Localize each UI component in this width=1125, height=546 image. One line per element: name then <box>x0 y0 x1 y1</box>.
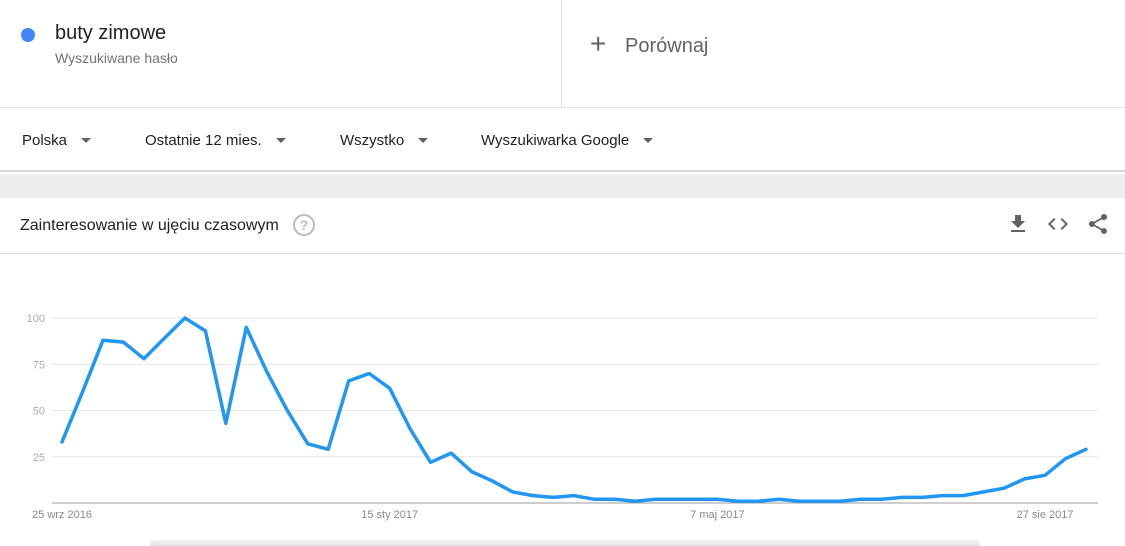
series-line-buty-zimowe <box>60 316 1088 503</box>
data-point <box>941 494 945 498</box>
filter-category[interactable]: Wszystko <box>340 132 429 149</box>
data-point <box>162 336 166 340</box>
data-point <box>265 370 269 374</box>
data-point <box>408 427 412 431</box>
chevron-down-icon <box>81 138 92 143</box>
data-point <box>900 495 904 499</box>
plus-icon: + <box>590 28 607 59</box>
data-point <box>818 499 822 503</box>
data-point <box>879 497 883 501</box>
filter-search-type[interactable]: Wyszukiwarka Google <box>481 132 654 149</box>
data-point <box>715 497 719 501</box>
data-point <box>347 379 351 383</box>
data-point <box>756 499 760 503</box>
data-point <box>859 497 863 501</box>
data-point <box>326 447 330 451</box>
data-point <box>1043 473 1047 477</box>
y-tick-label: 75 <box>33 359 45 371</box>
interest-line-chart: 25 50 75 100 25 wrz 2016 15 sty 2017 7 maj 201… <box>27 313 1098 521</box>
search-term-subtitle: Wyszukiwane hasło <box>55 50 178 66</box>
y-tick-label: 50 <box>33 406 45 418</box>
data-point <box>1084 447 1088 451</box>
filter-category-label: Wszystko <box>340 132 405 149</box>
filter-region-label: Polska <box>22 132 68 149</box>
filter-region[interactable]: Polska <box>22 132 92 149</box>
data-point <box>449 451 453 455</box>
filter-time-range-label: Ostatnie 12 mies. <box>145 132 262 149</box>
data-point <box>470 470 474 474</box>
data-point <box>367 372 371 376</box>
data-point <box>183 316 187 320</box>
separator-band <box>0 174 1125 198</box>
data-point <box>961 494 965 498</box>
card-title: Zainteresowanie w ujęciu czasowym <box>20 217 279 234</box>
search-term-name[interactable]: buty zimowe <box>55 22 167 44</box>
data-point <box>490 479 494 483</box>
compare-button[interactable]: + Porównaj <box>563 0 1125 107</box>
data-point <box>654 497 658 501</box>
data-point <box>285 409 289 413</box>
data-point <box>244 325 248 329</box>
data-point <box>838 499 842 503</box>
data-point <box>1023 477 1027 481</box>
data-point <box>60 440 64 444</box>
data-point <box>592 497 596 501</box>
data-point <box>982 490 986 494</box>
download-icon[interactable] <box>1006 212 1030 236</box>
data-point <box>633 499 637 503</box>
compare-label: Porównaj <box>625 35 709 57</box>
data-point <box>797 499 801 503</box>
data-point <box>101 338 105 342</box>
y-tick-label: 25 <box>33 452 45 464</box>
data-point <box>511 490 515 494</box>
chevron-down-icon <box>643 138 654 143</box>
embed-icon[interactable] <box>1046 212 1070 236</box>
chevron-down-icon <box>275 138 286 143</box>
data-point <box>121 340 125 344</box>
chevron-down-icon <box>418 138 429 143</box>
x-tick-label: 15 sty 2017 <box>361 509 418 521</box>
data-point <box>674 497 678 501</box>
data-point <box>777 497 781 501</box>
data-point <box>572 494 576 498</box>
data-point <box>306 442 310 446</box>
data-point <box>531 494 535 498</box>
data-point <box>695 497 699 501</box>
data-point <box>613 497 617 501</box>
data-point <box>203 329 207 333</box>
data-point <box>1064 457 1068 461</box>
y-tick-label: 100 <box>27 313 45 325</box>
filter-time-range[interactable]: Ostatnie 12 mies. <box>145 132 286 149</box>
card-header: Zainteresowanie w ujęciu czasowym ? <box>0 198 1125 254</box>
data-point <box>388 386 392 390</box>
interest-over-time-card: Zainteresowanie w ujęciu czasowym ? 25 50… <box>0 198 1125 546</box>
search-term-bar: buty zimowe Wyszukiwane hasło + Porównaj <box>0 0 1125 108</box>
data-point <box>736 499 740 503</box>
data-point <box>552 495 556 499</box>
help-icon[interactable]: ? <box>293 214 315 236</box>
share-icon[interactable] <box>1086 212 1110 236</box>
filter-search-type-label: Wyszukiwarka Google <box>481 132 630 149</box>
x-tick-label: 7 maj 2017 <box>690 509 744 521</box>
filter-bar: Polska Ostatnie 12 mies. Wszystko Wyszuk… <box>0 108 1125 172</box>
term-color-dot <box>21 28 35 42</box>
data-point <box>80 390 84 394</box>
data-point <box>429 460 433 464</box>
x-tick-label: 27 sie 2017 <box>1017 509 1074 521</box>
data-point <box>920 495 924 499</box>
data-point <box>142 357 146 361</box>
next-card-edge <box>150 540 980 546</box>
x-tick-label: 25 wrz 2016 <box>32 509 92 521</box>
data-point <box>1002 486 1006 490</box>
search-term-card[interactable]: buty zimowe Wyszukiwane hasło <box>0 0 562 107</box>
data-point <box>224 421 228 425</box>
